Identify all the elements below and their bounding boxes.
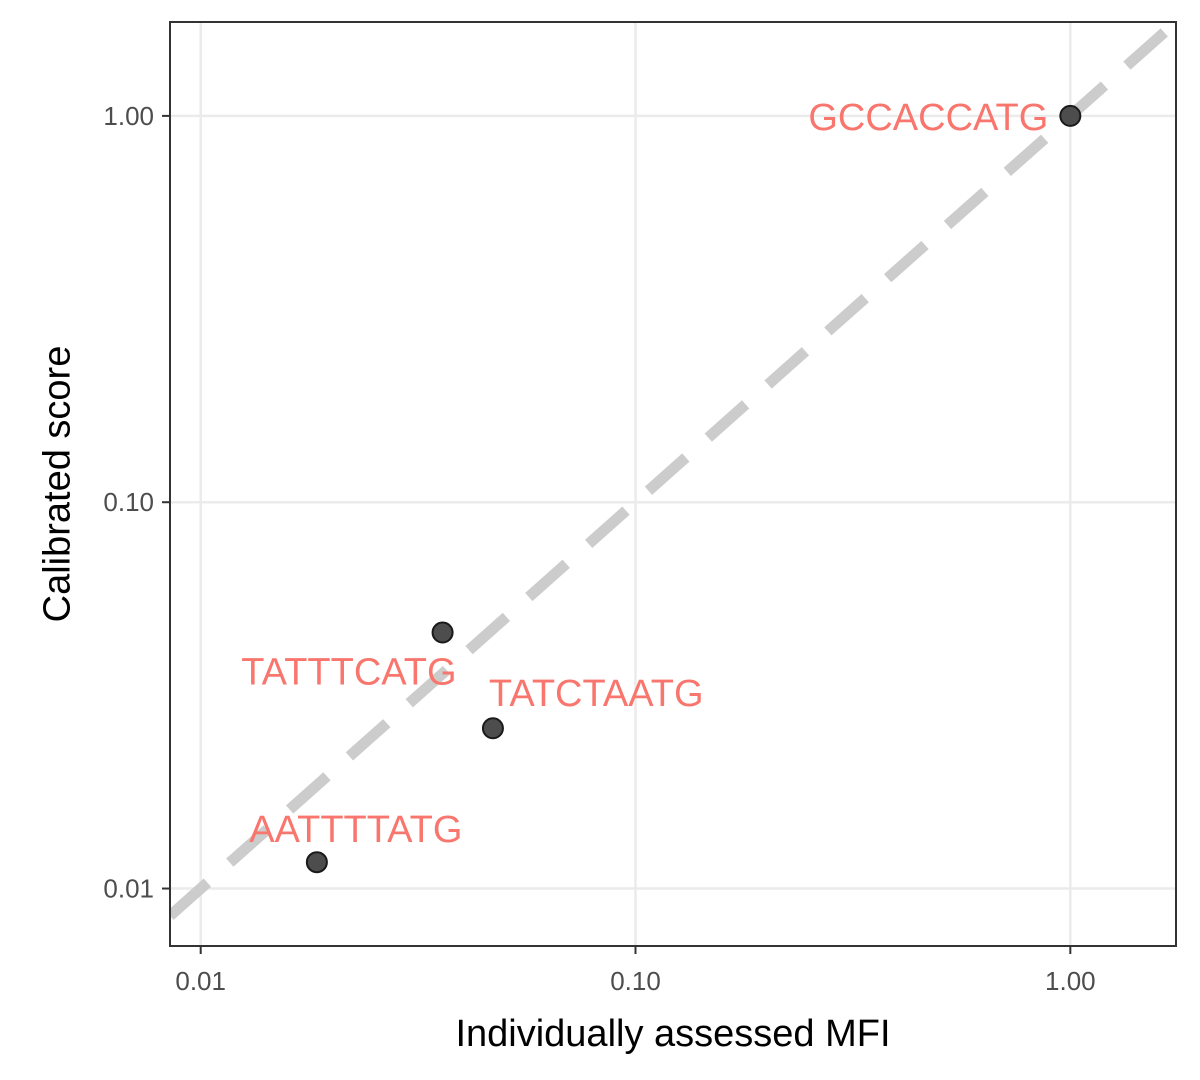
y-tick-label-1: 0.10 [103,487,154,517]
reference-line [170,22,1176,920]
x-tick-label-2: 1.00 [1045,966,1096,996]
x-tick-label-0: 0.01 [175,966,226,996]
point-label-0: GCCACCATG [808,97,1048,139]
panel-border [169,21,1177,947]
point-label-1: TATTTCATG [241,651,456,693]
point-label-3: AATTTTATG [249,809,462,851]
x-axis-title: Individually assessed MFI [455,1013,890,1055]
data-point-0 [1059,104,1082,127]
reference-line-group [170,22,1176,920]
y-tick-label-2: 1.00 [103,101,154,131]
grid-lines [170,22,1176,946]
data-point-1 [431,621,454,644]
point-labels: GCCACCATG TATTTCATG TATCTAATG AATTTTATG [241,97,1048,851]
data-point-2 [481,717,504,740]
y-tick-label-0: 0.01 [103,874,154,904]
axis-ticks: 0.01 0.10 1.00 0.01 0.10 1.00 [103,101,1095,996]
data-point-3 [305,851,328,874]
x-tick-label-1: 0.10 [610,966,661,996]
y-axis-title: Calibrated score [36,346,78,623]
data-points [305,104,1082,874]
point-label-2: TATCTAATG [489,673,704,715]
